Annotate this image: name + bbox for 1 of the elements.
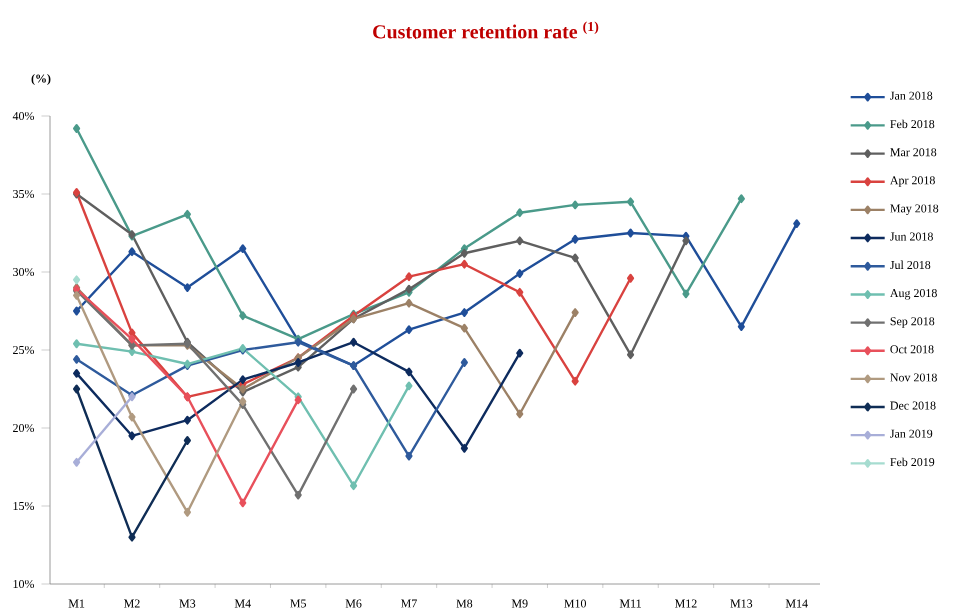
chart-title: Customer retention rate $^{(1)}$ <box>373 21 599 39</box>
